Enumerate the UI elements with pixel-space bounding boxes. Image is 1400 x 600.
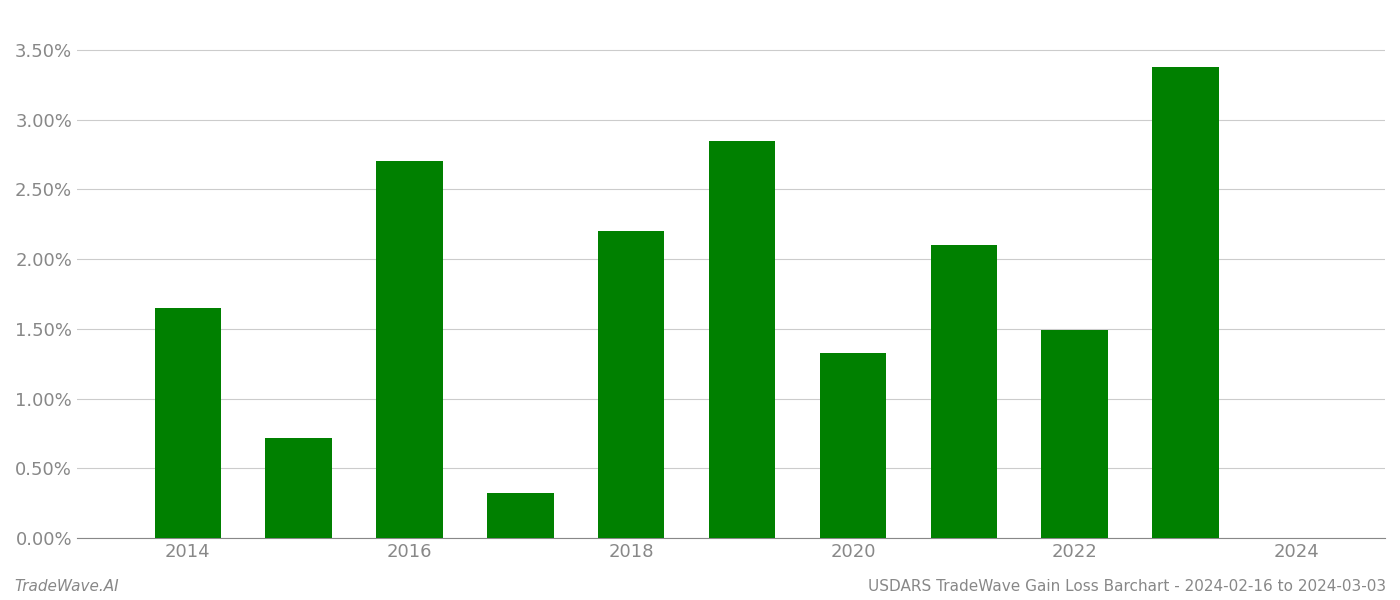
Bar [377, 161, 442, 538]
Bar [1042, 330, 1107, 538]
Bar [266, 437, 332, 538]
Text: TradeWave.AI: TradeWave.AI [14, 579, 119, 594]
Text: USDARS TradeWave Gain Loss Barchart - 2024-02-16 to 2024-03-03: USDARS TradeWave Gain Loss Barchart - 20… [868, 579, 1386, 594]
Bar [598, 231, 665, 538]
Bar [1152, 67, 1219, 538]
Bar [708, 140, 776, 538]
Bar [487, 493, 553, 538]
Bar [819, 353, 886, 538]
Bar [931, 245, 997, 538]
Bar [154, 308, 221, 538]
